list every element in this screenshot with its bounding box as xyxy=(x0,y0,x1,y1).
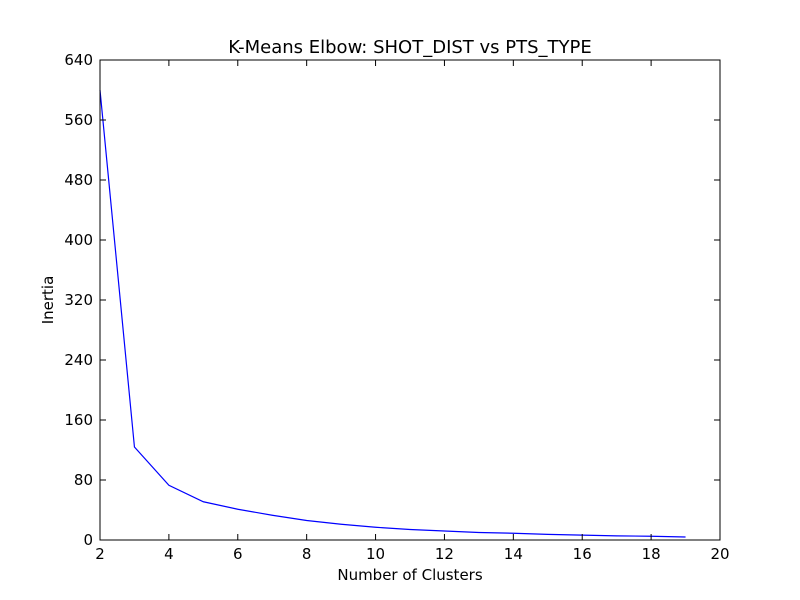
chart-title: K-Means Elbow: SHOT_DIST vs PTS_TYPE xyxy=(228,37,592,58)
x-axis-title: Number of Clusters xyxy=(337,566,482,584)
x-tick-label: 20 xyxy=(710,545,729,563)
y-tick-label: 160 xyxy=(64,411,93,429)
y-tick-label: 480 xyxy=(64,171,93,189)
x-axis: 2 4 6 8 10 12 14 16 18 20 xyxy=(95,60,730,563)
y-tick-label: 80 xyxy=(74,471,93,489)
x-tick-label: 4 xyxy=(164,545,174,563)
x-tick-label: 10 xyxy=(366,545,385,563)
x-tick-label: 18 xyxy=(642,545,661,563)
plot-area xyxy=(99,89,686,538)
x-tick-label: 14 xyxy=(504,545,523,563)
x-tick-label: 12 xyxy=(435,545,454,563)
plot-frame xyxy=(99,59,721,541)
y-tick-label: 400 xyxy=(64,231,93,249)
y-tick-label: 240 xyxy=(64,351,93,369)
x-tick-label: 6 xyxy=(233,545,243,563)
y-axis-title: Inertia xyxy=(39,276,57,325)
y-tick-label: 320 xyxy=(64,291,93,309)
series-line xyxy=(99,89,686,538)
y-tick-label: 560 xyxy=(64,111,93,129)
x-tick-label: 16 xyxy=(573,545,592,563)
x-tick-label: 2 xyxy=(95,545,105,563)
y-axis: 0 80 160 240 320 400 480 560 640 xyxy=(64,51,720,549)
y-tick-label: 0 xyxy=(83,531,93,549)
y-tick-label: 640 xyxy=(64,51,93,69)
x-tick-label: 8 xyxy=(302,545,312,563)
